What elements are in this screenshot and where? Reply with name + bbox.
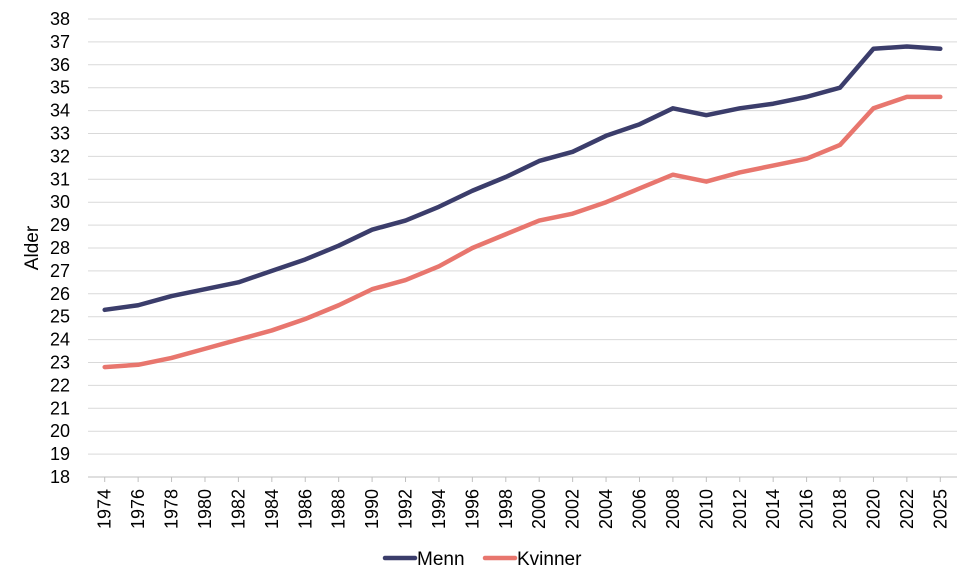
x-tick-label: 2020 — [863, 489, 883, 529]
x-tick-label: 1994 — [429, 489, 449, 529]
x-axis-tick-labels: 1974 1976 1978 1980 1982 1984 1986 1988 1990 1992… — [95, 477, 950, 529]
y-tick-label: 27 — [50, 261, 70, 281]
x-tick-label: 1974 — [95, 489, 115, 529]
y-axis-title: Alder — [22, 225, 43, 270]
x-tick-label: 2006 — [629, 489, 649, 529]
y-tick-label: 34 — [50, 101, 70, 121]
x-tick-label: 1990 — [362, 489, 382, 529]
x-tick-label: 2004 — [596, 489, 616, 529]
y-tick-label: 35 — [50, 78, 70, 98]
x-tick-label: 1978 — [162, 489, 182, 529]
series-line-1 — [102, 94, 943, 370]
x-tick-label: 2010 — [696, 489, 716, 529]
x-tick-label: 1980 — [195, 489, 215, 529]
x-tick-label: 1998 — [496, 489, 516, 529]
y-tick-label: 25 — [50, 307, 70, 327]
x-tick-label: 1984 — [262, 489, 282, 529]
y-tick-label: 24 — [50, 330, 70, 350]
y-tick-label: 38 — [50, 9, 70, 29]
x-tick-label: 1996 — [462, 489, 482, 529]
y-tick-label: 28 — [50, 238, 70, 258]
x-tick-label: 2025 — [930, 489, 950, 529]
legend-label-1: Kvinner — [517, 549, 582, 570]
y-tick-label: 26 — [50, 284, 70, 304]
x-tick-label: 2012 — [730, 489, 750, 529]
y-tick-label: 37 — [50, 32, 70, 52]
series-lines — [102, 44, 943, 370]
y-tick-label: 29 — [50, 215, 70, 235]
x-tick-label: 1988 — [329, 489, 349, 529]
gridlines — [88, 18, 957, 478]
y-tick-label: 22 — [50, 375, 70, 395]
x-tick-label: 2018 — [830, 489, 850, 529]
x-tick-label: 1986 — [295, 489, 315, 529]
y-tick-label: 23 — [50, 353, 70, 373]
x-tick-label: 2002 — [563, 489, 583, 529]
x-tick-label: 2014 — [763, 489, 783, 529]
y-tick-label: 30 — [50, 192, 70, 212]
y-tick-label: 21 — [50, 398, 70, 418]
y-tick-label: 32 — [50, 146, 70, 166]
x-tick-label: 2000 — [529, 489, 549, 529]
y-tick-label: 31 — [50, 169, 70, 189]
legend-label-0: Menn — [417, 549, 465, 570]
x-tick-label: 2016 — [797, 489, 817, 529]
y-tick-label: 33 — [50, 124, 70, 144]
y-tick-label: 18 — [50, 467, 70, 487]
x-tick-label: 2008 — [663, 489, 683, 529]
y-tick-label: 20 — [50, 421, 70, 441]
y-tick-label: 19 — [50, 444, 70, 464]
x-tick-label: 1976 — [128, 489, 148, 529]
x-tick-label: 1992 — [396, 489, 416, 529]
series-line-0 — [102, 44, 943, 313]
legend: Menn Kvinner — [382, 549, 582, 570]
y-tick-label: 36 — [50, 55, 70, 75]
x-tick-label: 1982 — [228, 489, 248, 529]
x-tick-label: 2022 — [897, 489, 917, 529]
